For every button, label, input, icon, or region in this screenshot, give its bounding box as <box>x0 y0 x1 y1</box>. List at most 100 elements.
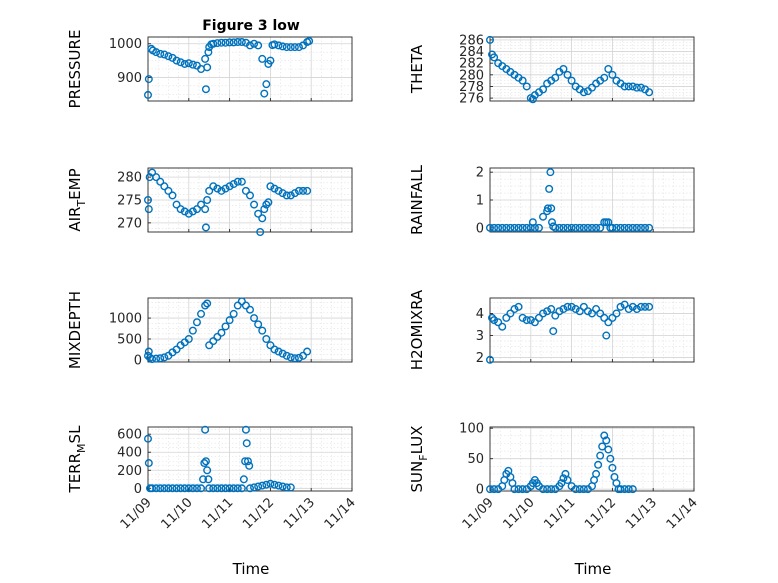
data-point <box>203 195 212 204</box>
data-point <box>510 485 519 494</box>
data-point <box>205 484 214 493</box>
data-point <box>160 353 169 362</box>
data-point <box>624 485 633 494</box>
data-point <box>266 56 275 65</box>
x-tick-label: 11/14 <box>322 495 359 532</box>
data-point <box>221 484 230 493</box>
data-point <box>579 302 588 311</box>
data-point <box>160 50 169 59</box>
data-point <box>254 320 263 329</box>
data-point <box>274 481 283 490</box>
data-point <box>217 38 226 47</box>
data-point <box>221 38 230 47</box>
y-tick-label: 50 <box>467 452 484 467</box>
data-point <box>164 52 173 61</box>
data-point <box>488 313 497 322</box>
data-point <box>176 484 185 493</box>
data-point <box>636 223 645 232</box>
y-tick-label: 2 <box>476 351 484 366</box>
data-point <box>551 73 560 82</box>
data-point <box>213 39 222 48</box>
data-point <box>148 168 157 177</box>
data-point <box>547 204 556 213</box>
data-point <box>176 205 185 214</box>
data-point <box>592 469 601 478</box>
data-point <box>286 353 295 362</box>
data-point <box>241 457 250 466</box>
data-point <box>600 431 609 440</box>
data-point <box>192 318 201 327</box>
data-point <box>303 186 312 195</box>
axes-frame <box>147 297 353 363</box>
data-point <box>197 200 206 209</box>
subplot-air_temp: 270 275 280 AIRTEMP <box>66 167 353 236</box>
data-point <box>156 49 165 58</box>
data-point <box>546 168 555 177</box>
data-point <box>144 75 153 84</box>
data-point <box>571 223 580 232</box>
data-point <box>262 80 271 89</box>
y-tick-label: 900 <box>117 71 142 86</box>
data-point <box>563 302 572 311</box>
data-point <box>172 200 181 209</box>
data-point <box>539 85 548 94</box>
data-point <box>188 60 197 69</box>
data-point <box>628 485 637 494</box>
x-tick-label: 11/10 <box>501 495 538 532</box>
data-point <box>233 484 242 493</box>
data-point <box>575 485 584 494</box>
data-point <box>528 95 537 104</box>
data-point <box>598 442 607 451</box>
data-point <box>606 454 615 463</box>
data-point <box>282 483 291 492</box>
data-point <box>510 305 519 314</box>
data-point <box>213 332 222 341</box>
data-point <box>217 484 226 493</box>
data-point <box>180 207 189 216</box>
data-point <box>494 318 503 327</box>
data-point <box>278 349 287 358</box>
data-point <box>490 316 499 325</box>
data-point <box>143 90 152 99</box>
data-point <box>632 305 641 314</box>
y-tick-label: 286 <box>459 33 484 48</box>
data-point <box>225 484 234 493</box>
data-point <box>604 64 613 73</box>
data-point <box>282 191 291 200</box>
data-point <box>270 480 279 489</box>
data-point <box>245 461 254 470</box>
y-tick-label: 400 <box>117 446 142 461</box>
data-point <box>152 484 161 493</box>
data-point <box>559 305 568 314</box>
data-point <box>188 326 197 335</box>
data-point <box>551 223 560 232</box>
data-point <box>266 341 275 350</box>
data-point <box>229 38 238 47</box>
data-point <box>258 54 267 63</box>
data-point <box>148 355 157 364</box>
data-point <box>575 223 584 232</box>
data-point <box>539 485 548 494</box>
data-point <box>592 223 601 232</box>
data-point <box>250 200 259 209</box>
y-tick-label: 275 <box>117 194 142 209</box>
data-point <box>579 88 588 97</box>
y-tick-label: 282 <box>459 57 484 72</box>
data-point <box>278 189 287 198</box>
data-point <box>172 345 181 354</box>
data-point <box>148 484 157 493</box>
data-point <box>567 76 576 85</box>
data-point <box>518 223 527 232</box>
data-point <box>559 223 568 232</box>
data-point <box>225 38 234 47</box>
data-point <box>199 475 208 484</box>
data-point <box>262 200 271 209</box>
y-tick-label: 280 <box>117 171 142 186</box>
data-point <box>156 354 165 363</box>
data-point <box>608 313 617 322</box>
data-point <box>192 205 201 214</box>
data-point <box>201 457 210 466</box>
data-point <box>628 223 637 232</box>
